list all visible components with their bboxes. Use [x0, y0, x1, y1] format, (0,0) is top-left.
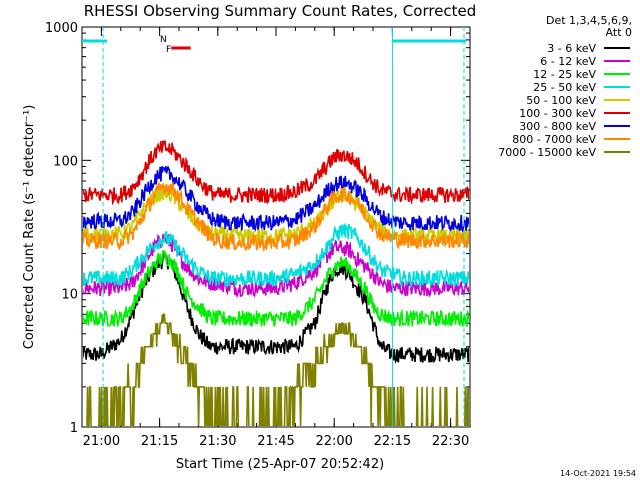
x-tick-label: 22:15 [374, 434, 411, 449]
y-tick-label: 1000 [45, 21, 78, 36]
series-line-3 [83, 223, 469, 289]
legend-label: 12 - 25 keV [533, 68, 596, 81]
legend-label: 6 - 12 keV [540, 55, 596, 68]
legend-label: 300 - 800 keV [519, 120, 596, 133]
series-line-8 [86, 313, 469, 426]
chart-title: RHESSI Observing Summary Count Rates, Co… [84, 2, 477, 20]
x-tick-label: 21:45 [257, 434, 294, 449]
x-tick-label: 22:30 [432, 434, 469, 449]
series-line-7 [83, 180, 469, 252]
series-line-0 [83, 252, 469, 364]
series-line-5 [83, 139, 469, 206]
legend-header-1: Det 1,3,4,5,6,9, [546, 14, 632, 27]
series-line-2 [83, 249, 469, 328]
x-axis-label: Start Time (25-Apr-07 20:52:42) [176, 457, 384, 472]
legend-label: 50 - 100 keV [526, 94, 596, 107]
annotation-layer: N F [82, 27, 466, 427]
y-axis: 1 10 100 1000 [45, 21, 470, 436]
footer-timestamp: 14-Oct-2021 19:54 [560, 469, 636, 478]
x-tick-label: 21:00 [83, 434, 120, 449]
y-tick-label: 10 [61, 288, 78, 303]
legend-label: 3 - 6 keV [547, 42, 596, 55]
night-label: N [160, 35, 167, 45]
x-tick-label: 22:00 [315, 434, 352, 449]
y-tick-label: 1 [70, 421, 78, 436]
series-layer [83, 139, 469, 426]
flare-label: F [166, 45, 171, 55]
y-tick-label: 100 [53, 154, 78, 169]
x-tick-label: 21:30 [199, 434, 236, 449]
y-axis-label: Corrected Count Rate (s⁻¹ detector⁻¹) [22, 105, 37, 350]
y-axis-label-text: Corrected Count Rate (s⁻¹ detector⁻¹) [22, 105, 37, 350]
legend-label: 25 - 50 keV [533, 81, 596, 94]
legend-label: 7000 - 15000 keV [498, 146, 596, 159]
legend-header-2: Att 0 [606, 26, 632, 39]
series-line-6 [83, 165, 469, 234]
legend-label: 100 - 300 keV [519, 107, 596, 120]
x-tick-label: 21:15 [141, 434, 178, 449]
legend-label: 800 - 7000 keV [512, 133, 596, 146]
